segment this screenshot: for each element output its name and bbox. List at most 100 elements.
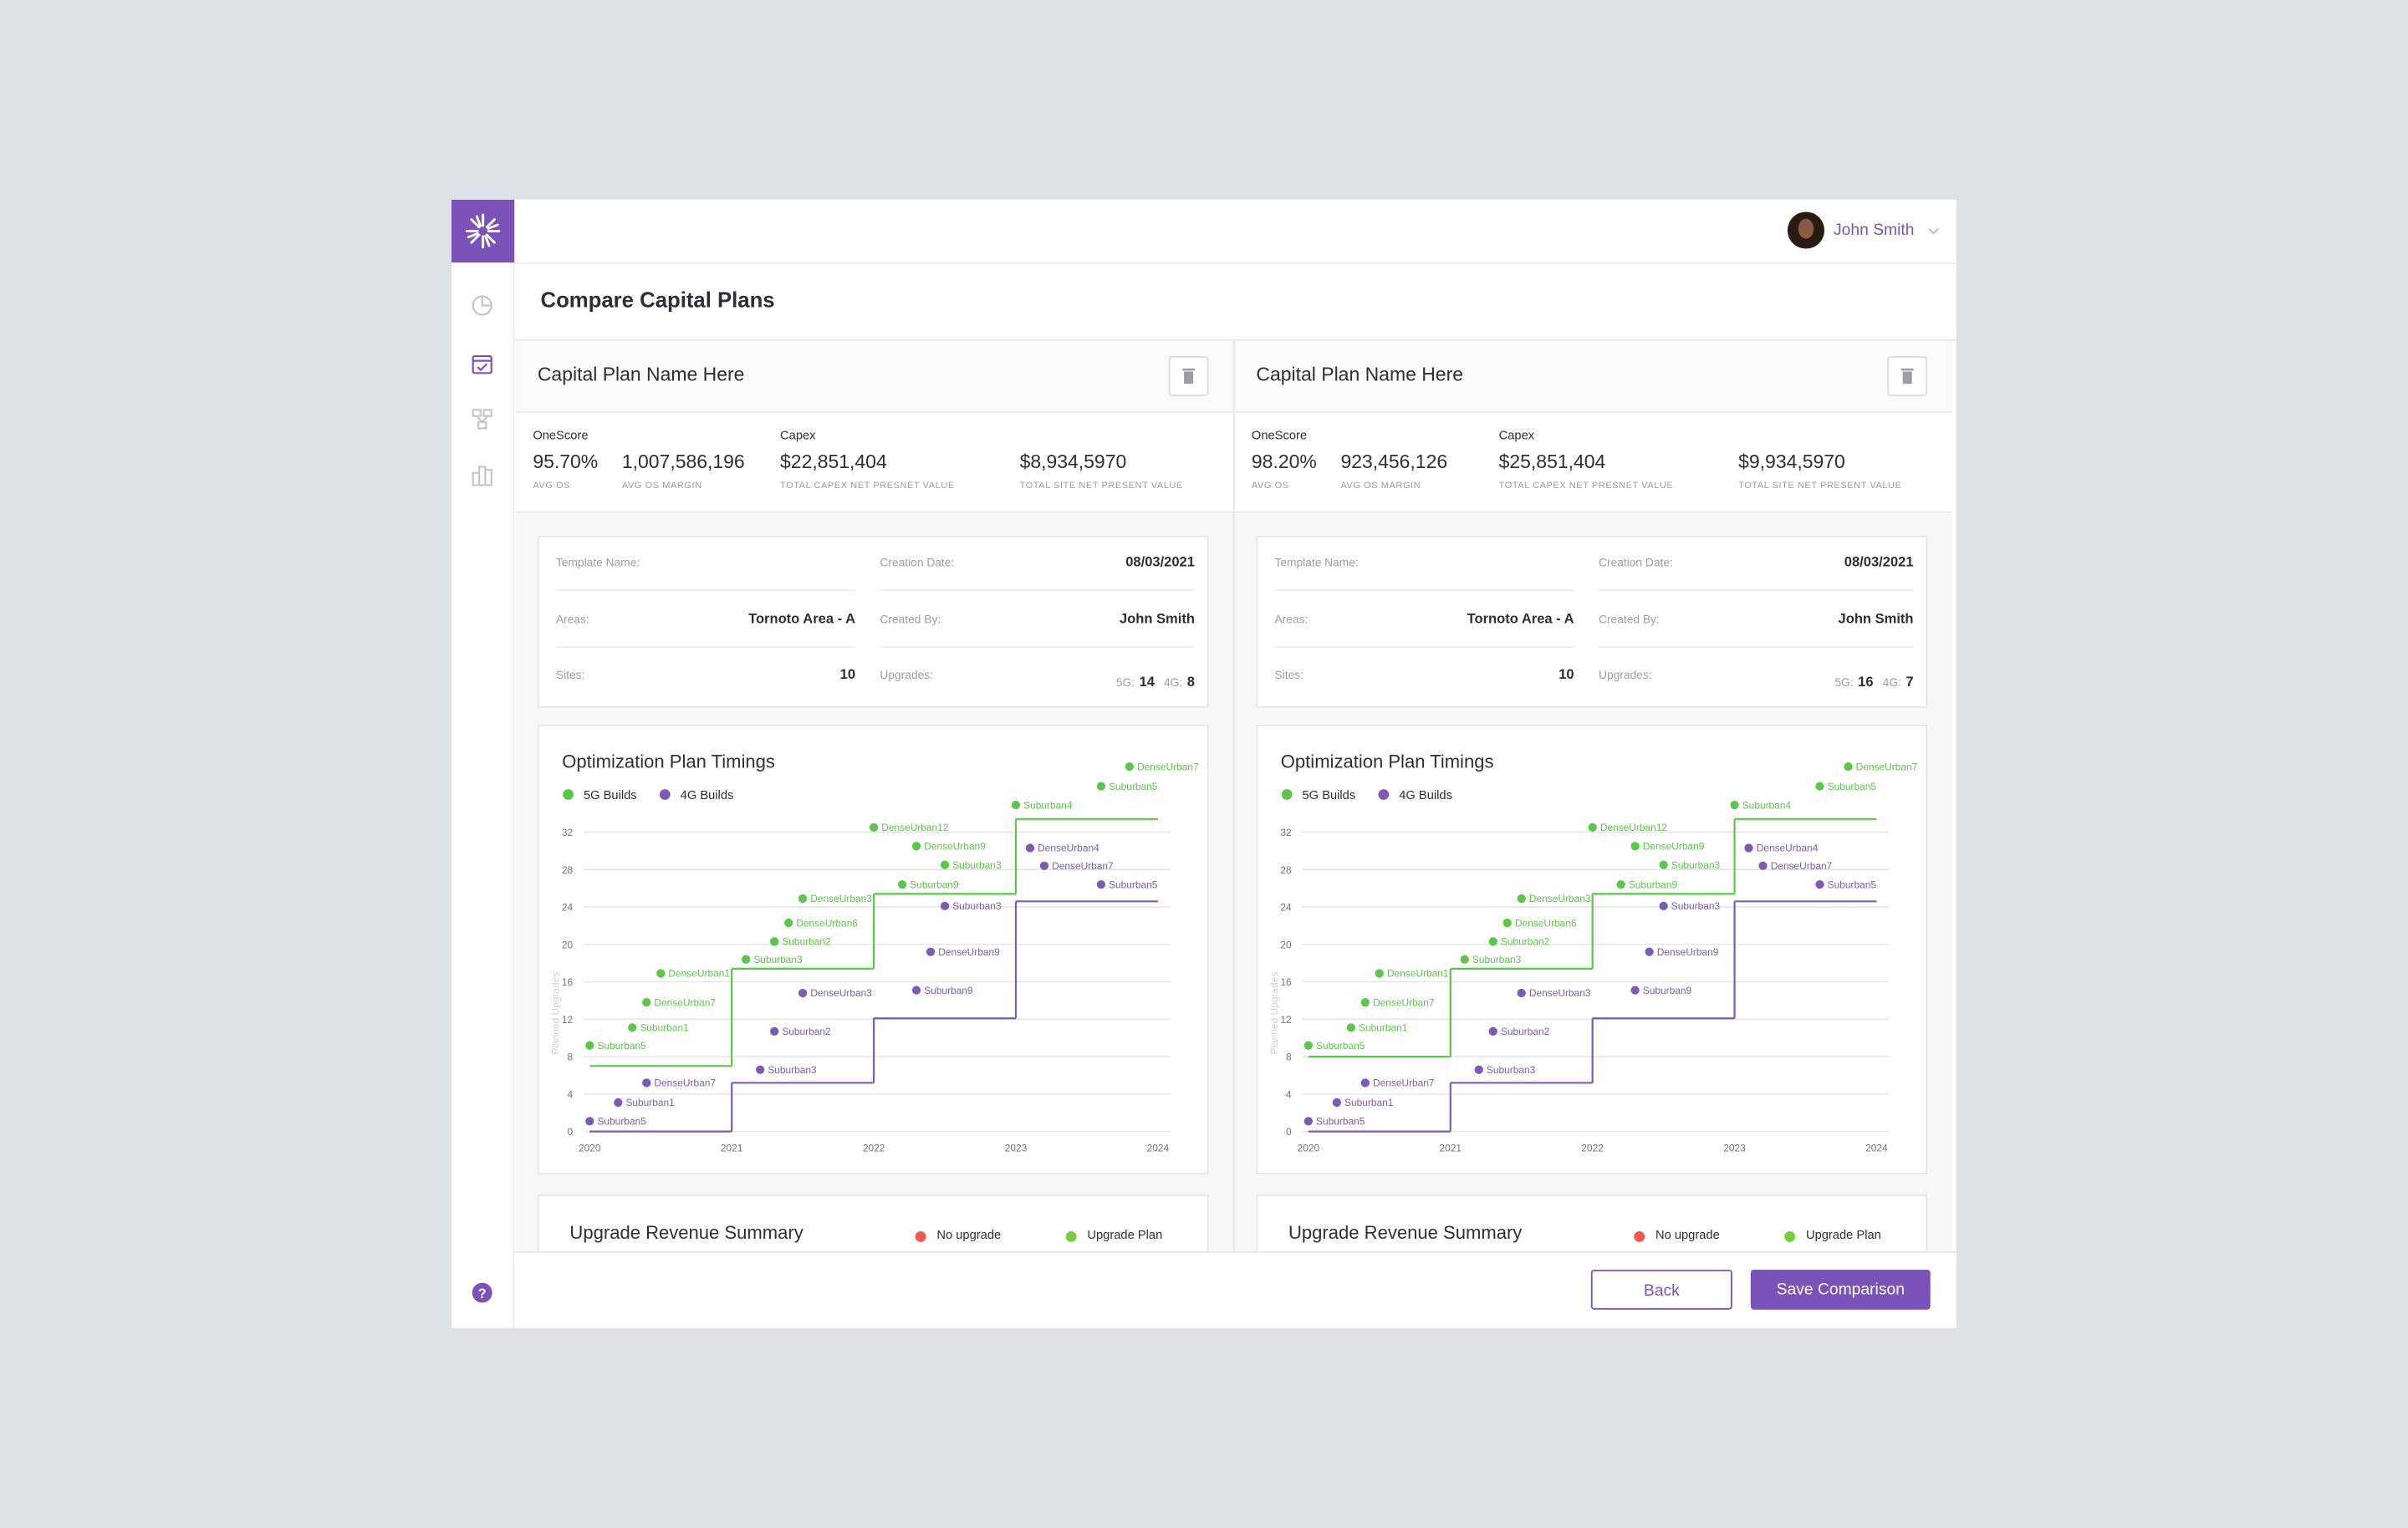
data-point [1303, 1117, 1314, 1126]
revenue-title: Upgrade Revenue Summary [1288, 1222, 1523, 1244]
data-point [1758, 861, 1768, 870]
upgrade-value: 16 [1858, 674, 1874, 690]
point-label: DenseUrban7 [1373, 996, 1435, 1008]
point-label: Suburban9 [924, 985, 973, 996]
metric-value: $25,851,404 [1498, 451, 1606, 473]
data-point [770, 1026, 779, 1036]
detail-value: 10 [839, 666, 856, 682]
point-label: Suburban5 [597, 1040, 646, 1052]
point-label: DenseUrban6 [796, 917, 858, 929]
point-label: Suburban3 [1472, 954, 1522, 965]
data-point [940, 860, 950, 869]
y-axis-title: Planned Upgrades [1268, 972, 1280, 1055]
point-label: Suburban3 [952, 859, 1002, 871]
data-point [1517, 988, 1526, 998]
detail-label: Creation Date: [1599, 555, 1673, 570]
chart: Optimization Plan Timings 5G Builds 4G Bui… [550, 751, 1199, 1154]
legend-text: 5G Builds [1303, 789, 1356, 802]
y-tick-label: 16 [562, 976, 574, 988]
nav-reports[interactable] [472, 466, 492, 486]
data-point [585, 1041, 594, 1050]
point-label: Suburban2 [782, 1026, 831, 1037]
upgrade-label: 4G: [1164, 675, 1183, 690]
detail-label: Created By: [1599, 612, 1660, 627]
data-point [1332, 1098, 1341, 1108]
data-point [628, 1023, 637, 1032]
upgrade-value: 8 [1186, 674, 1195, 690]
point-label: DenseUrban12 [1600, 822, 1668, 833]
detail-label: Areas: [1274, 612, 1309, 627]
detail-label: Template Name: [1274, 555, 1359, 570]
metric-label: AVG OS [533, 481, 571, 492]
data-point [1815, 782, 1824, 791]
data-point [1360, 998, 1370, 1007]
point-label: DenseUrban7 [1856, 761, 1918, 772]
detail-divider [555, 646, 856, 649]
data-point [1502, 918, 1512, 928]
y-tick-label: 8 [567, 1052, 573, 1063]
x-tick-label: 2024 [1865, 1143, 1888, 1154]
data-point [1659, 860, 1668, 869]
point-label: Suburban5 [597, 1116, 646, 1128]
point-label: DenseUrban1 [668, 968, 730, 980]
metric-value: $8,934,5970 [1019, 451, 1127, 473]
nav-plans[interactable] [472, 355, 492, 374]
y-tick-label: 4 [1286, 1088, 1292, 1100]
data-point [642, 998, 651, 1007]
details-card [537, 536, 1209, 708]
upgrade-label: 4G: [1882, 675, 1901, 690]
point-label: Suburban1 [1344, 1097, 1394, 1108]
detail-divider [880, 589, 1195, 592]
detail-divider [1274, 646, 1574, 649]
detail-label: Creation Date: [880, 555, 955, 570]
detail-label: Upgrades: [1599, 667, 1652, 682]
upgrades-value: 5G: 14 4G: 8 [949, 666, 1195, 694]
panel-metrics-border [516, 511, 1233, 513]
data-point [911, 986, 921, 995]
nav-network[interactable] [472, 409, 492, 430]
point-label: Suburban5 [1109, 879, 1158, 890]
legend-dot [1064, 1230, 1076, 1241]
point-label: Suburban3 [1487, 1064, 1536, 1076]
group-label: OneScore [1251, 428, 1308, 442]
point-label: DenseUrban3 [1529, 893, 1591, 904]
point-label: DenseUrban3 [810, 987, 872, 999]
user-menu[interactable] [1786, 211, 1955, 251]
y-tick-label: 8 [1286, 1052, 1292, 1063]
y-tick-label: 16 [1280, 976, 1292, 988]
metric-label: AVG OS [1251, 481, 1289, 492]
save-button[interactable]: Save Comparison [1750, 1269, 1931, 1310]
data-point [1659, 901, 1668, 911]
point-label: DenseUrban4 [1757, 843, 1819, 854]
y-tick-label: 12 [562, 1014, 574, 1026]
point-label: Suburban4 [1742, 799, 1792, 811]
logo[interactable] [451, 199, 515, 263]
data-point [1096, 880, 1106, 889]
nav-dashboard-slice [481, 296, 492, 307]
metric-label: AVG OS MARGIN [621, 481, 702, 492]
footer [514, 1250, 1956, 1328]
data-point [911, 842, 921, 851]
delete-button[interactable] [1168, 356, 1209, 396]
detail-label: Sites: [555, 667, 585, 682]
y-tick-label: 24 [1280, 902, 1292, 914]
panel-metrics-border [1234, 511, 1952, 513]
point-label: Suburban9 [1643, 985, 1692, 996]
data-point [1460, 955, 1469, 964]
detail-divider [1274, 589, 1574, 592]
point-label: Suburban5 [1316, 1040, 1365, 1052]
data-point [1744, 843, 1753, 853]
help-icon[interactable] [472, 1282, 492, 1303]
data-point [1488, 1026, 1497, 1036]
point-label: DenseUrban7 [654, 996, 716, 1008]
point-label: DenseUrban3 [1529, 987, 1591, 999]
point-label: Suburban3 [768, 1064, 817, 1076]
delete-button[interactable] [1887, 356, 1928, 396]
trash-lid [1900, 368, 1914, 371]
detail-value: John Smith [1838, 611, 1914, 627]
data-point [1474, 1065, 1483, 1074]
avatar-face [1798, 218, 1814, 239]
trash-icon [1182, 368, 1195, 385]
user-name[interactable]: John Smith [1834, 221, 1915, 240]
back-button[interactable]: Back [1590, 1269, 1732, 1310]
